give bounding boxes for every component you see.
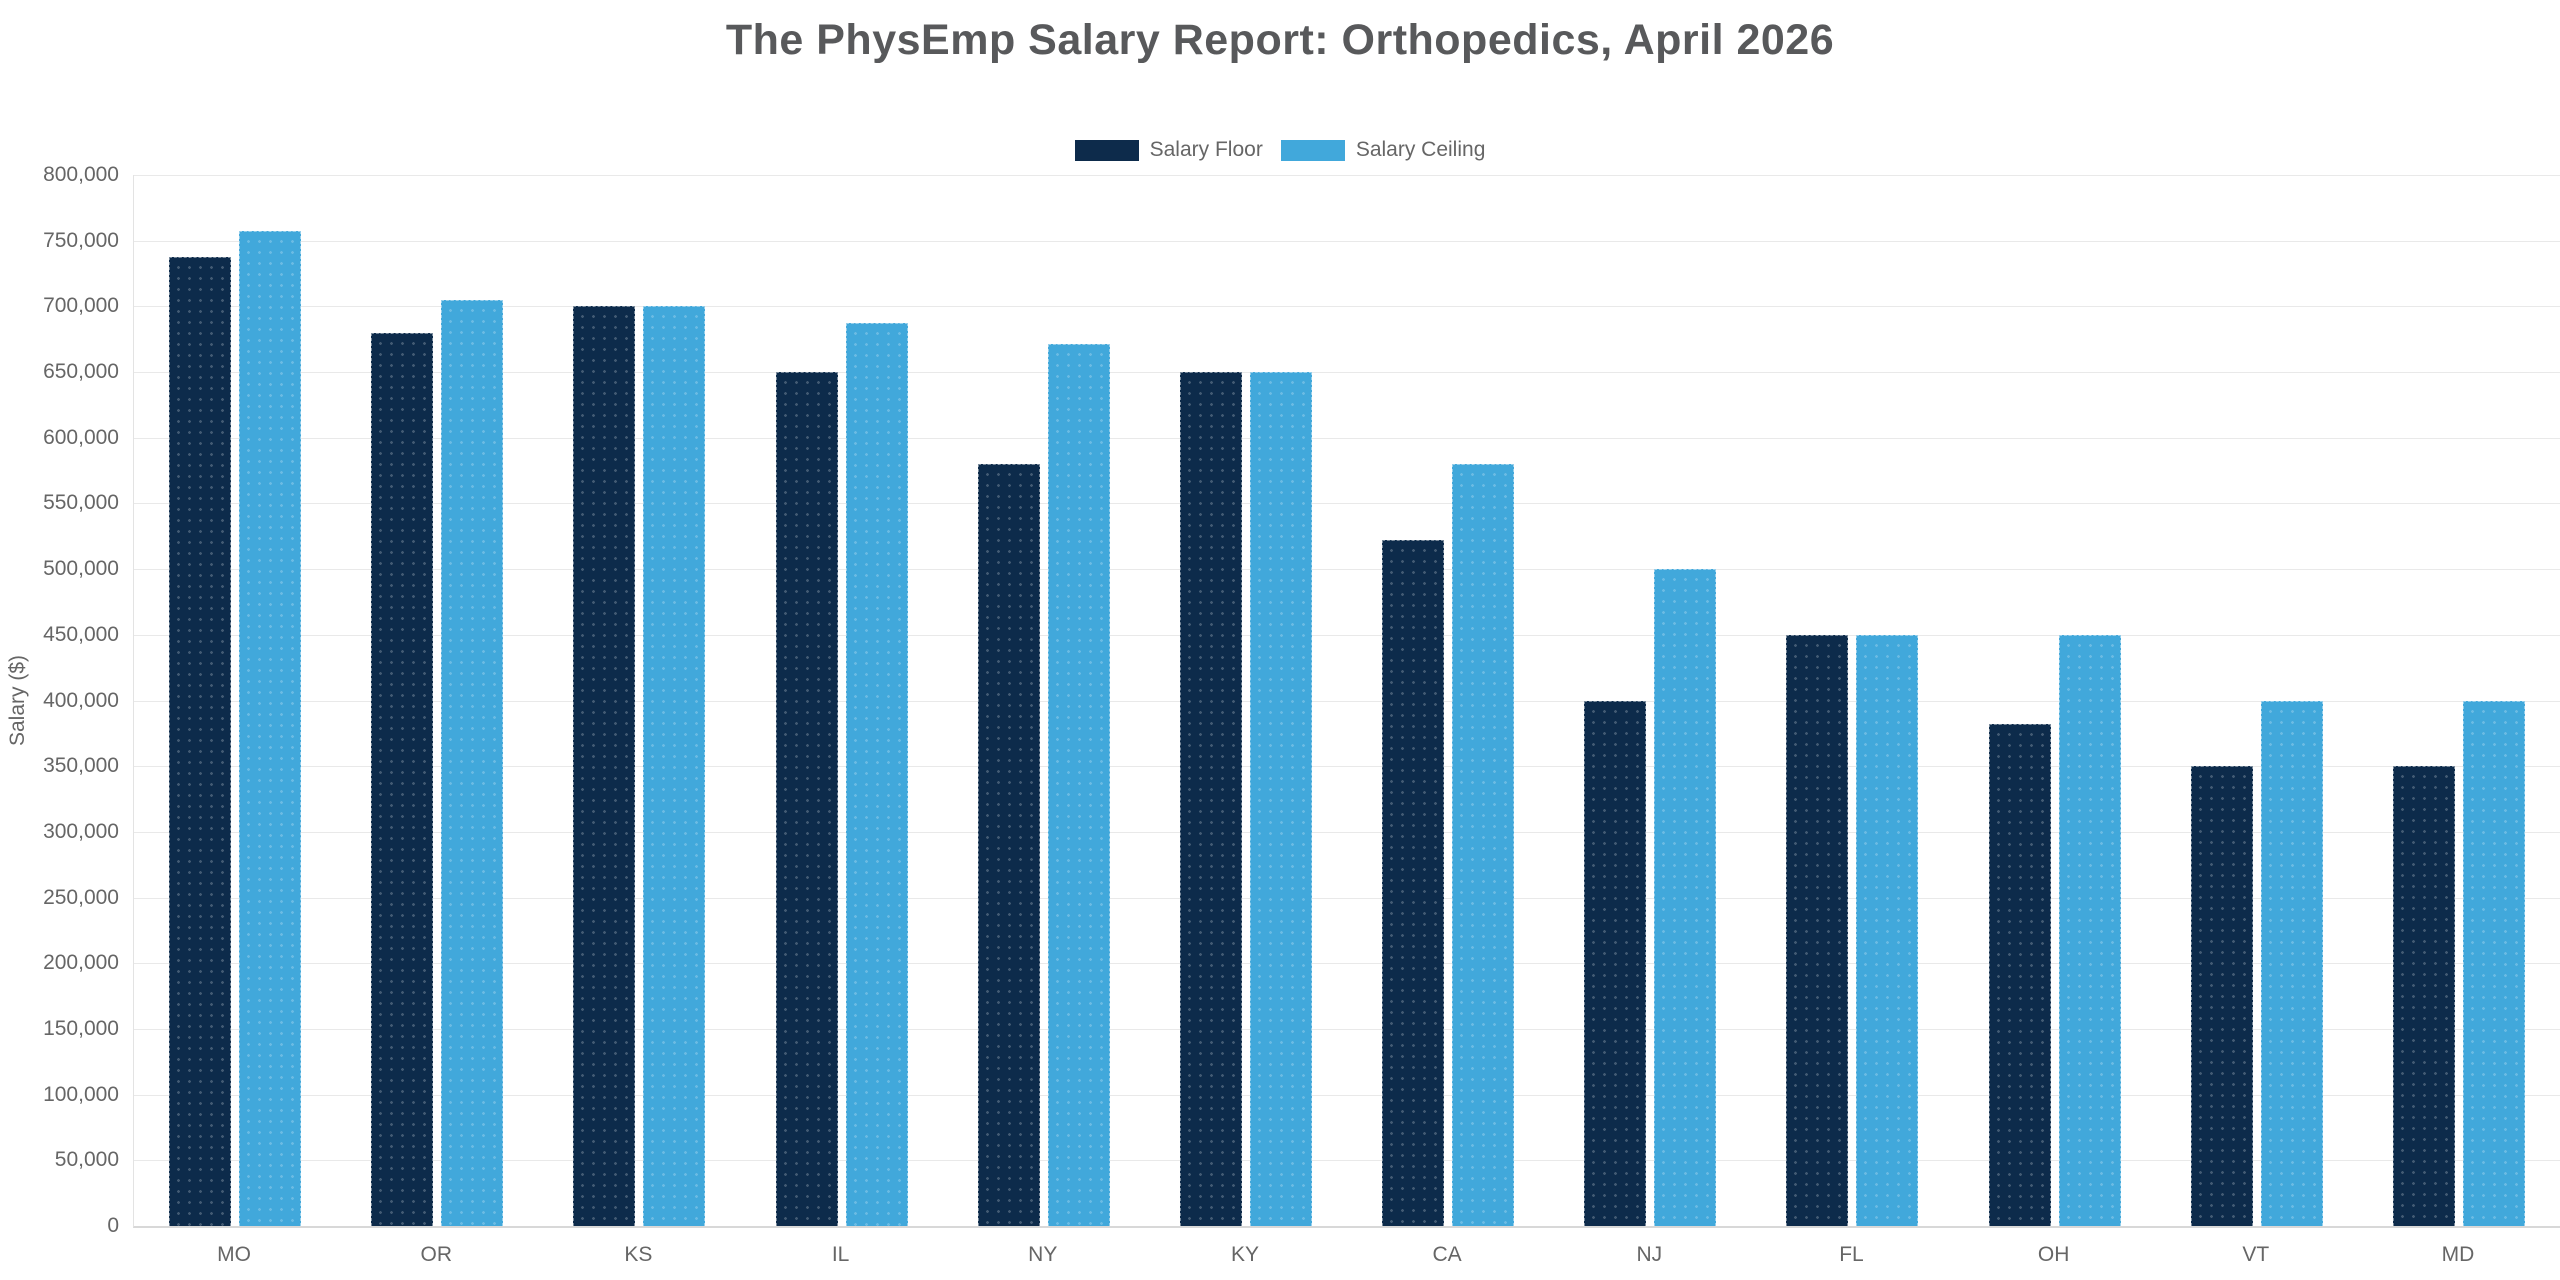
y-tick-label: 650,000 [43, 360, 119, 384]
gridline [134, 897, 2560, 899]
y-tick-label: 0 [107, 1214, 119, 1237]
bar-salary-ceiling-or [441, 299, 504, 1226]
bar-salary-floor-il [775, 372, 838, 1226]
y-tick-label: 250,000 [43, 885, 119, 909]
bar-group-oh [1954, 175, 2156, 1226]
legend-swatch-salary-ceiling-icon [1280, 139, 1345, 161]
x-tick-label-il: IL [831, 1243, 850, 1266]
bar-salary-ceiling-ky [1249, 372, 1312, 1226]
gridline [134, 831, 2560, 833]
bar-salary-ceiling-ks [643, 306, 706, 1226]
gridline [134, 1028, 2560, 1030]
y-tick-label: 400,000 [43, 688, 119, 712]
bar-group-ca [1347, 175, 1549, 1226]
bar-salary-floor-md [2392, 766, 2455, 1226]
gridline [134, 766, 2560, 768]
y-tick-label: 500,000 [43, 557, 119, 581]
gridline [134, 437, 2560, 439]
bar-salary-ceiling-fl [1856, 634, 1919, 1226]
x-tick-label-ny: NY [1028, 1243, 1058, 1266]
bar-salary-ceiling-oh [2058, 634, 2121, 1226]
plot-area [133, 175, 2560, 1228]
legend: Salary Floor Salary Ceiling [0, 138, 2560, 162]
legend-item-salary-floor[interactable]: Salary Floor [1074, 138, 1263, 162]
y-tick-label: 300,000 [43, 819, 119, 843]
bar-salary-floor-or [371, 332, 434, 1226]
bar-salary-floor-nj [1584, 700, 1647, 1226]
gridlines-layer [134, 175, 2560, 1226]
x-tick-label-mo: MO [217, 1243, 251, 1266]
y-tick-label: 350,000 [43, 754, 119, 778]
y-tick-label: 800,000 [43, 163, 119, 186]
chart-title: The PhysEmp Salary Report: Orthopedics, … [725, 16, 1835, 64]
bar-salary-floor-ca [1382, 540, 1445, 1226]
gridline [134, 700, 2560, 702]
legend-label-salary-floor: Salary Floor [1149, 138, 1263, 161]
x-tick-label-vt: VT [2242, 1243, 2270, 1266]
bar-group-fl [1751, 175, 1953, 1226]
bar-salary-floor-ks [573, 306, 636, 1226]
gridline [134, 569, 2560, 571]
bar-group-ky [1145, 175, 1347, 1226]
bars-layer [134, 175, 2560, 1226]
bar-salary-ceiling-nj [1654, 569, 1717, 1226]
bar-group-ny [943, 175, 1145, 1226]
gridline [134, 634, 2560, 636]
bar-salary-ceiling-vt [2260, 700, 2323, 1226]
bar-group-il [741, 175, 943, 1226]
bar-salary-ceiling-mo [239, 230, 302, 1226]
bar-group-ks [538, 175, 740, 1226]
bar-salary-ceiling-ca [1452, 464, 1515, 1226]
y-tick-label: 700,000 [43, 294, 119, 318]
bar-group-mo [134, 175, 336, 1226]
bar-group-vt [2156, 175, 2358, 1226]
x-tick-label-nj: NJ [1636, 1243, 1663, 1266]
x-tick-label-ky: KY [1230, 1243, 1259, 1266]
gridline [134, 1160, 2560, 1162]
y-tick-label: 750,000 [43, 228, 119, 252]
legend-item-salary-ceiling[interactable]: Salary Ceiling [1280, 138, 1486, 162]
y-axis-ticks: 0 50,000 100,000 150,000 200,000 250,000 300,0… [0, 163, 119, 1237]
y-tick-label: 600,000 [43, 425, 119, 449]
legend-label-salary-ceiling: Salary Ceiling [1355, 138, 1486, 161]
gridline [134, 240, 2560, 242]
y-tick-label: 50,000 [54, 1148, 119, 1172]
gridline [134, 963, 2560, 965]
x-tick-label-ks: KS [624, 1243, 653, 1266]
gridline [134, 503, 2560, 505]
x-tick-label-md: MD [2441, 1243, 2475, 1266]
x-tick-label-oh: OH [2037, 1243, 2070, 1266]
x-tick-label-fl: FL [1839, 1243, 1864, 1266]
bar-group-or [336, 175, 538, 1226]
bar-salary-floor-ny [977, 464, 1040, 1226]
bar-salary-ceiling-md [2462, 700, 2525, 1226]
gridline [134, 1094, 2560, 1096]
bar-salary-floor-oh [1988, 723, 2051, 1226]
gridline [134, 175, 2560, 176]
y-tick-label: 150,000 [43, 1016, 119, 1040]
bar-salary-floor-mo [169, 257, 232, 1226]
bar-group-nj [1549, 175, 1751, 1226]
bar-salary-floor-fl [1786, 634, 1849, 1226]
gridline [134, 372, 2560, 374]
y-tick-label: 200,000 [43, 951, 119, 975]
bar-group-md [2358, 175, 2560, 1226]
bar-salary-ceiling-ny [1047, 344, 1110, 1226]
gridline [134, 306, 2560, 308]
x-tick-label-or: OR [420, 1243, 453, 1266]
y-tick-label: 450,000 [43, 622, 119, 646]
legend-swatch-salary-floor-icon [1074, 139, 1139, 161]
y-tick-label: 100,000 [43, 1082, 119, 1106]
bar-salary-floor-ky [1179, 372, 1242, 1226]
x-axis-ticks: MO OR KS IL NY KY CA NJ FL OH VT MD [133, 1243, 2559, 1267]
bar-salary-ceiling-il [845, 322, 908, 1226]
x-tick-label-ca: CA [1432, 1243, 1462, 1266]
y-tick-label: 550,000 [43, 491, 119, 515]
bar-salary-floor-vt [2190, 766, 2253, 1226]
